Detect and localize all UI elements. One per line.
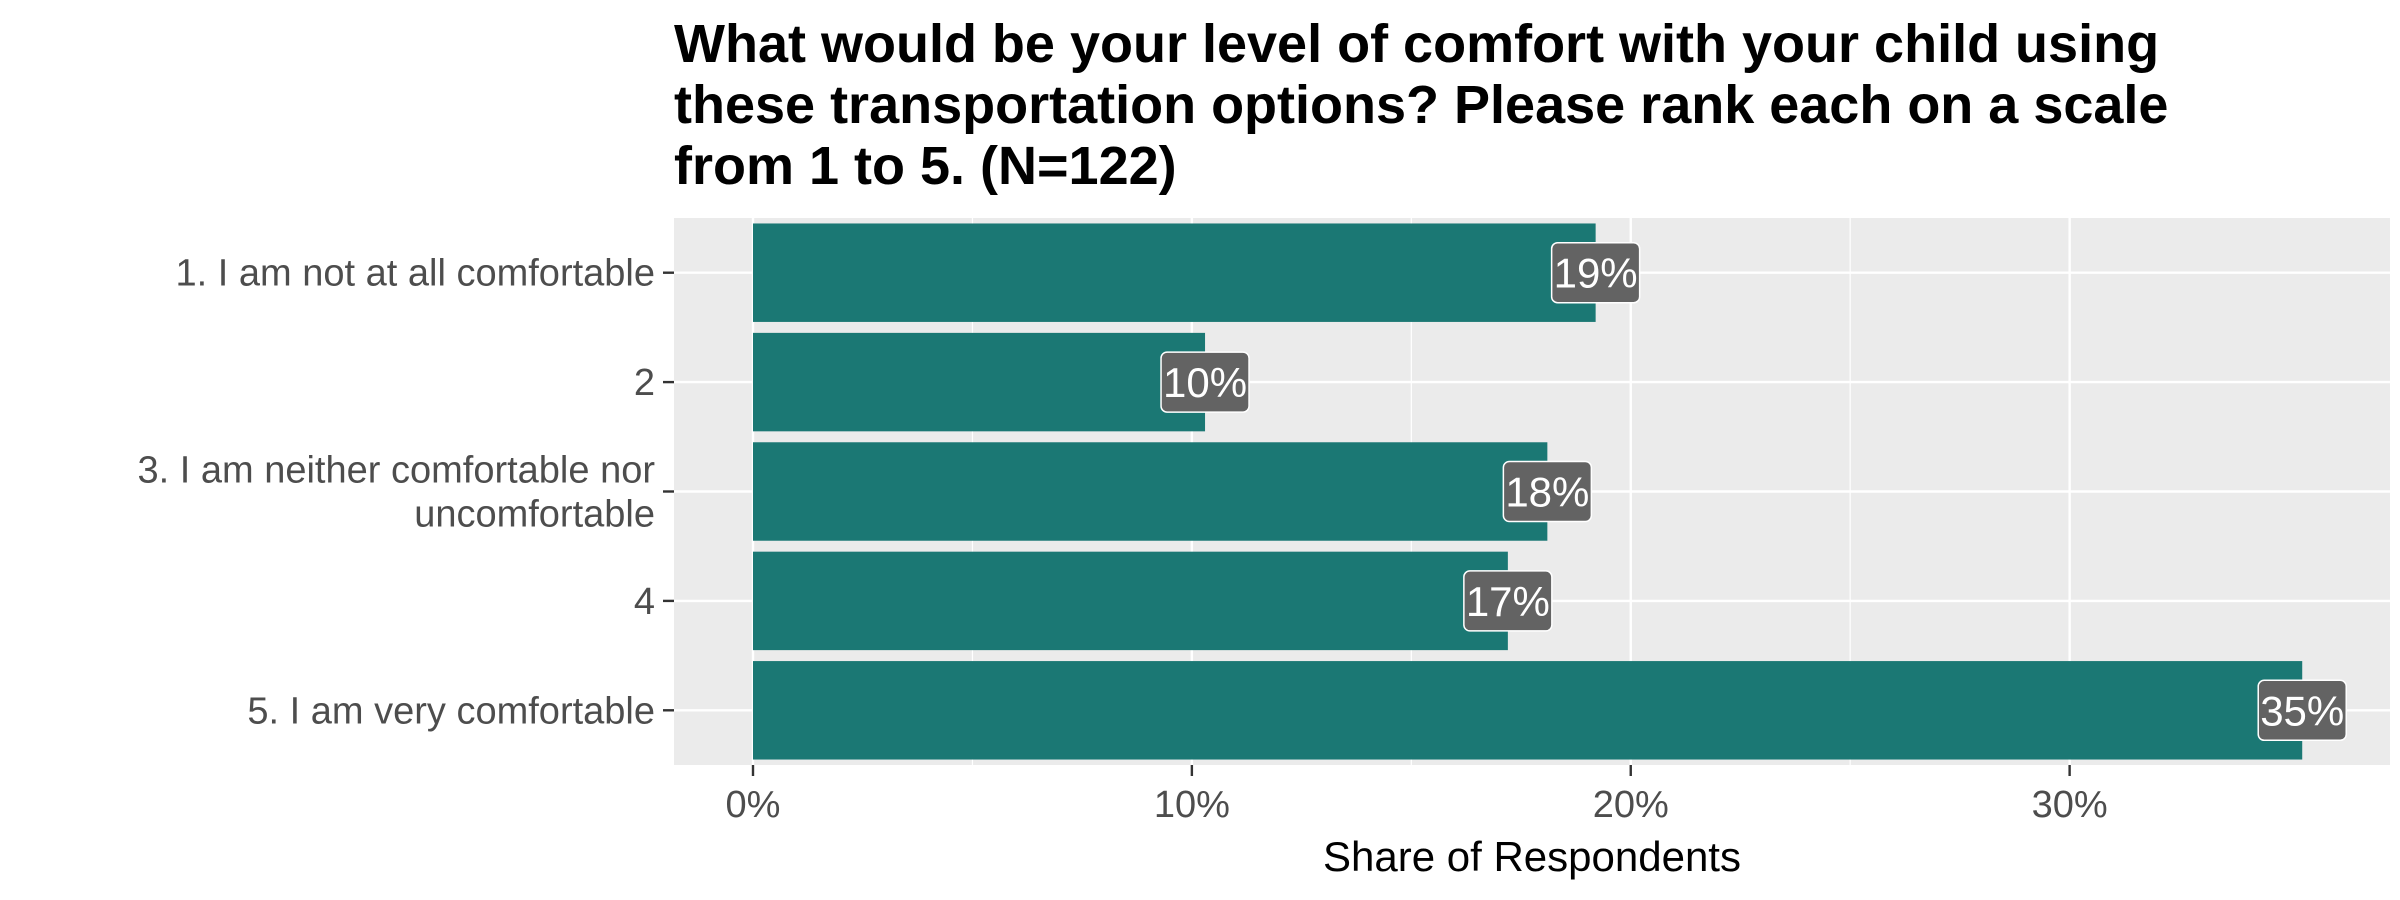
x-tick-label: 30% (2032, 784, 2108, 826)
x-axis-title: Share of Respondents (1323, 833, 1741, 880)
data-label-box (1463, 570, 1553, 632)
y-tick-label: 4 (634, 581, 655, 623)
x-tick-label: 20% (1593, 784, 1669, 826)
bar (752, 551, 1508, 651)
bar (752, 442, 1548, 541)
y-tick-label: 2 (634, 362, 655, 404)
data-label: 18% (1505, 469, 1589, 516)
chart-title-line: What would be your level of comfort with… (674, 14, 2160, 74)
chart-title-line: these transportation options? Please ran… (674, 75, 2169, 135)
data-label-box (1160, 351, 1250, 413)
bar (752, 661, 2303, 760)
data-label-box (2257, 679, 2347, 742)
y-tick-label-line: 2 (634, 362, 655, 404)
data-label: 17% (1466, 578, 1550, 625)
data-label: 35% (2260, 687, 2344, 734)
x-tick-label: 10% (1154, 784, 1230, 826)
data-label-box (1550, 241, 1641, 304)
y-tick-label-line: 5. I am very comfortable (247, 690, 655, 732)
bar (752, 223, 1596, 322)
y-tick-label-line: uncomfortable (414, 494, 655, 536)
y-tick-label-line: 3. I am neither comfortable nor (138, 450, 656, 492)
y-tick-label: 5. I am very comfortable (247, 690, 655, 732)
data-label: 19% (1554, 250, 1638, 297)
chart-title: What would be your level of comfort with… (674, 14, 2374, 197)
data-label: 10% (1163, 359, 1247, 406)
y-tick-label-line: 4 (634, 581, 655, 623)
x-tick-label: 0% (726, 784, 781, 826)
data-label-box (1502, 460, 1593, 523)
y-tick-label: 1. I am not at all comfortable (176, 253, 655, 295)
chart-title-line: from 1 to 5. (N=122) (674, 136, 1177, 196)
y-tick-label-line: 1. I am not at all comfortable (176, 253, 655, 295)
bar (752, 332, 1206, 432)
y-tick-label: 3. I am neither comfortable nor uncomfort… (138, 450, 656, 536)
